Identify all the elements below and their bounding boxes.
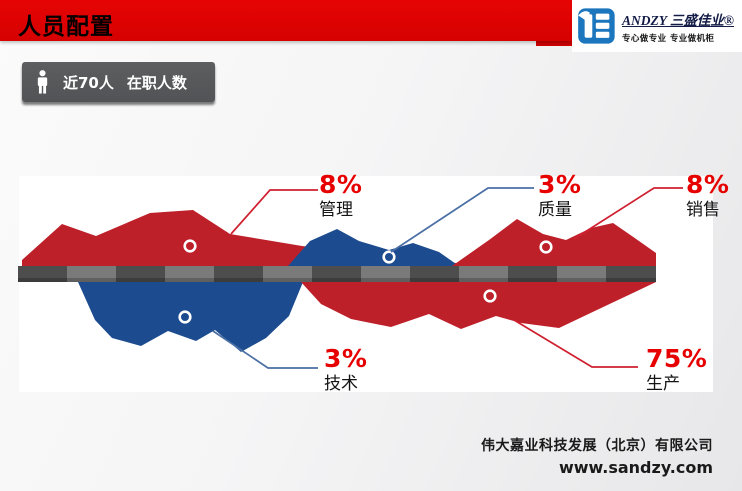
mountain-quality-blue xyxy=(288,229,459,266)
mountain-management-red xyxy=(22,210,482,266)
production-percent: 75% xyxy=(646,344,708,373)
company-name: 伟大嘉业科技发展（北京）有限公司 xyxy=(481,438,713,454)
quality-percent: 3% xyxy=(538,170,582,199)
logo: ANDZY 三盛佳业® 专心做专业 专业做机柜 xyxy=(572,0,742,52)
headcount-value: 近70人 xyxy=(63,73,114,92)
label-sales: 8% 销售 xyxy=(686,172,729,219)
label-management: 8% 管理 xyxy=(319,172,362,219)
ring-markers xyxy=(178,239,553,324)
callout-quality xyxy=(390,187,534,253)
management-name: 管理 xyxy=(319,200,353,220)
label-technical: 3% 技术 xyxy=(324,346,367,393)
technical-percent: 3% xyxy=(324,344,368,373)
marker-management xyxy=(183,239,197,253)
callout-production xyxy=(513,319,638,368)
callout-management xyxy=(230,189,318,235)
technical-name: 技术 xyxy=(324,374,358,394)
label-production: 75% 生产 xyxy=(646,346,707,393)
person-icon xyxy=(37,69,48,94)
marker-quality xyxy=(382,250,396,264)
marker-technical xyxy=(178,310,192,324)
quality-name: 质量 xyxy=(538,200,572,220)
headcount-label: 在职人数 xyxy=(126,73,187,92)
marker-production xyxy=(483,289,497,303)
sales-percent: 8% xyxy=(686,170,730,199)
segmented-bar xyxy=(18,266,656,282)
callout-lines xyxy=(212,187,683,369)
mountain-sales-red xyxy=(452,219,656,266)
management-percent: 8% xyxy=(319,170,363,199)
headcount-badge: 近70人 在职人数 xyxy=(22,62,215,102)
callout-sales xyxy=(573,187,683,240)
page-title: 人员配置 xyxy=(18,14,114,40)
production-name: 生产 xyxy=(646,374,680,394)
footer: 伟大嘉业科技发展（北京）有限公司 www.sandzy.com xyxy=(481,435,713,477)
header-bar: 人员配置 xyxy=(0,0,572,41)
brand-name: ANDZY 三盛佳业® xyxy=(622,12,734,28)
label-quality: 3% 质量 xyxy=(538,172,581,219)
sales-name: 销售 xyxy=(686,200,720,220)
mountain-production-red xyxy=(301,282,656,329)
marker-sales xyxy=(539,240,553,254)
callout-technical xyxy=(212,330,318,369)
website-link[interactable]: www.sandzy.com xyxy=(558,458,713,477)
andzy-logo-icon xyxy=(578,8,615,44)
brand-tagline: 专心做专业 专业做机柜 xyxy=(622,33,715,44)
